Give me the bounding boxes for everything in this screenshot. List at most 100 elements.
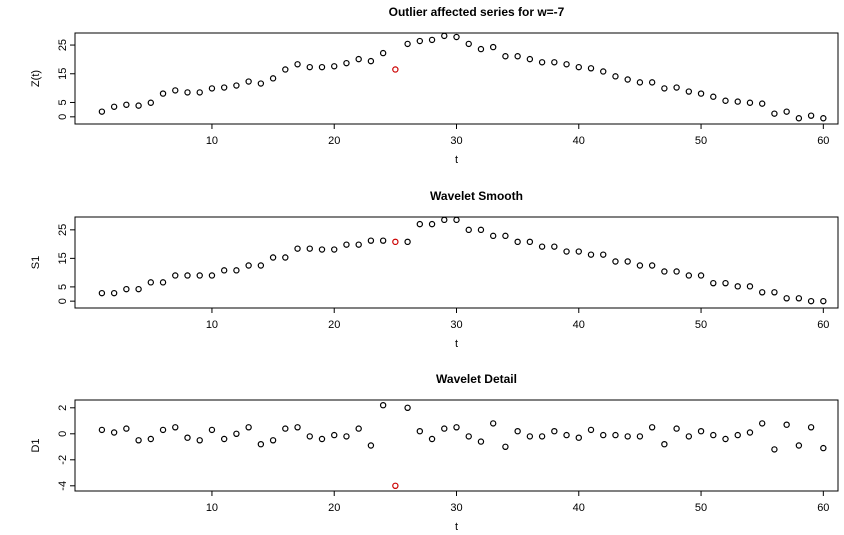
point — [661, 441, 668, 448]
point — [575, 63, 582, 71]
point — [441, 32, 448, 40]
point — [379, 402, 387, 409]
y-tick-label: 5 — [57, 99, 69, 105]
point — [783, 421, 790, 428]
y-tick-label: 0 — [57, 298, 69, 304]
point — [172, 272, 179, 279]
x-tick-label: 60 — [817, 502, 829, 514]
point — [587, 426, 595, 434]
point — [282, 425, 289, 432]
point — [477, 438, 485, 445]
point — [428, 435, 436, 443]
point — [673, 268, 680, 275]
x-axis-label: t — [455, 521, 458, 533]
point — [722, 97, 729, 104]
point — [722, 279, 729, 287]
point — [807, 112, 815, 119]
point — [282, 254, 289, 261]
point — [795, 115, 803, 122]
x-tick-label: 20 — [328, 502, 340, 514]
point — [355, 241, 362, 248]
point — [685, 88, 693, 95]
point — [551, 243, 558, 250]
point — [257, 262, 265, 269]
point — [392, 482, 399, 489]
point — [563, 248, 570, 255]
y-tick-label: 25 — [57, 39, 69, 51]
point — [367, 442, 375, 449]
x-tick-label: 10 — [206, 319, 218, 331]
point — [807, 297, 815, 305]
point — [648, 79, 656, 86]
point — [404, 40, 411, 48]
point — [477, 226, 485, 234]
point — [502, 53, 509, 60]
point — [685, 272, 693, 279]
point — [172, 87, 179, 94]
point — [184, 434, 191, 441]
point — [820, 444, 827, 452]
point — [428, 36, 436, 44]
x-tick-label: 50 — [695, 502, 707, 514]
point — [795, 442, 803, 449]
point — [159, 90, 167, 97]
point — [184, 272, 191, 279]
point — [208, 85, 216, 92]
point — [331, 431, 338, 439]
y-tick-label: 15 — [57, 68, 69, 80]
point — [795, 295, 803, 302]
point — [269, 254, 277, 261]
panel-title: Wavelet Detail — [436, 372, 517, 386]
point — [526, 238, 534, 246]
y-axis-label: Z(t) — [30, 70, 42, 87]
point — [147, 279, 155, 286]
x-tick-label: 30 — [450, 135, 462, 147]
point — [636, 262, 644, 269]
point — [538, 59, 546, 66]
point — [636, 433, 644, 440]
point — [294, 424, 301, 431]
point — [392, 66, 399, 73]
y-tick-label: 5 — [57, 284, 69, 290]
point — [453, 424, 460, 431]
point — [159, 279, 167, 286]
point — [746, 429, 754, 436]
point — [771, 110, 778, 117]
x-tick-label: 10 — [206, 502, 218, 514]
point — [453, 216, 460, 224]
point — [367, 237, 375, 244]
panel-title: Wavelet Smooth — [430, 189, 523, 203]
point — [710, 93, 717, 100]
point — [110, 429, 118, 436]
point — [355, 425, 362, 432]
x-tick-label: 20 — [328, 319, 340, 331]
x-tick-label: 50 — [695, 319, 707, 331]
point — [135, 102, 142, 109]
point — [600, 68, 607, 75]
x-tick-label: 20 — [328, 135, 340, 147]
y-tick-label: 0 — [57, 431, 69, 437]
point — [783, 295, 790, 302]
point — [648, 424, 656, 431]
point — [306, 433, 313, 440]
point — [294, 61, 301, 68]
y-tick-label: -4 — [57, 481, 69, 491]
y-tick-label: 25 — [57, 224, 69, 236]
x-tick-label: 40 — [573, 502, 585, 514]
point — [343, 433, 350, 440]
point — [563, 61, 570, 68]
x-tick-label: 40 — [573, 319, 585, 331]
point — [282, 66, 289, 73]
point — [318, 435, 326, 443]
x-tick-label: 50 — [695, 135, 707, 147]
point — [98, 426, 106, 434]
point — [196, 272, 203, 279]
point — [587, 251, 595, 258]
point — [697, 428, 705, 435]
point — [612, 73, 619, 80]
point — [404, 404, 411, 411]
point — [465, 226, 472, 234]
plot-frame — [74, 216, 839, 309]
point — [600, 251, 607, 258]
